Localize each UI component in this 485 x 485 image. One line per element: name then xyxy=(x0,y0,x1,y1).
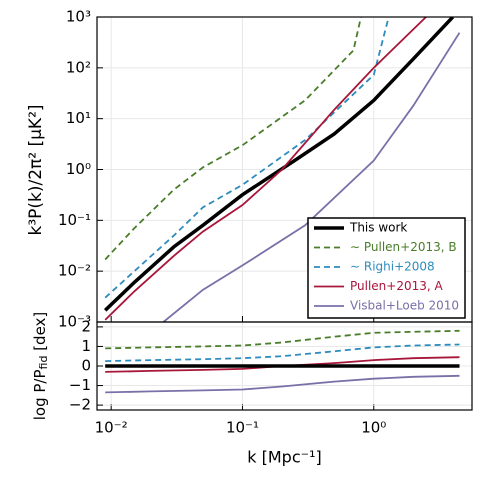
y-tick-label: 10³ xyxy=(66,8,91,26)
legend-label: This work xyxy=(349,221,407,235)
y-axis-label-sub: fid xyxy=(37,356,50,370)
series-line xyxy=(103,17,455,312)
legend-box xyxy=(307,217,466,319)
legend-label: Pullen+2013, A xyxy=(350,279,444,293)
y-tick-label: −2 xyxy=(69,396,91,414)
y-tick-label: 10² xyxy=(66,58,91,76)
y-tick-label: 10¹ xyxy=(66,109,91,127)
plot-area xyxy=(103,17,461,322)
y-tick-label: 10⁰ xyxy=(66,160,91,178)
legend-label: Visbal+Loeb 2010 xyxy=(350,299,459,313)
series-line xyxy=(104,17,362,261)
y-axis-label-main: log P/P xyxy=(31,369,49,420)
y-tick-label: 10⁻³ xyxy=(58,313,91,331)
series-line xyxy=(105,329,460,350)
series-line xyxy=(162,32,461,322)
y-tick-label: 1 xyxy=(81,337,91,355)
legend-label: ∼ Pullen+2013, B xyxy=(350,240,457,254)
y-tick-label: 2 xyxy=(81,317,91,335)
x-tick-label: 10⁻¹ xyxy=(226,419,259,437)
y-tick-label: 10⁻¹ xyxy=(58,211,91,229)
y-tick-label: 10⁻² xyxy=(58,262,91,280)
y-axis-label: log P/Pfid [dex] xyxy=(31,312,51,421)
x-axis-label: k [Mpc⁻¹] xyxy=(247,448,321,467)
plot-area xyxy=(105,329,460,394)
panel-frame xyxy=(96,321,473,411)
series-line xyxy=(104,17,390,299)
y-tick-label: 0 xyxy=(81,357,91,375)
legend-label: ∼ Righi+2008 xyxy=(350,260,435,274)
series-line xyxy=(105,343,460,362)
y-tick-label: −1 xyxy=(69,376,91,394)
series-line xyxy=(105,374,460,394)
series-line xyxy=(104,17,427,321)
y-axis-label-unit: [dex] xyxy=(31,312,49,356)
x-tick-label: 10⁻² xyxy=(95,419,128,437)
y-axis-label: k³P(k)/2π² [μK²] xyxy=(26,104,46,235)
x-tick-label: 10⁰ xyxy=(361,419,386,437)
